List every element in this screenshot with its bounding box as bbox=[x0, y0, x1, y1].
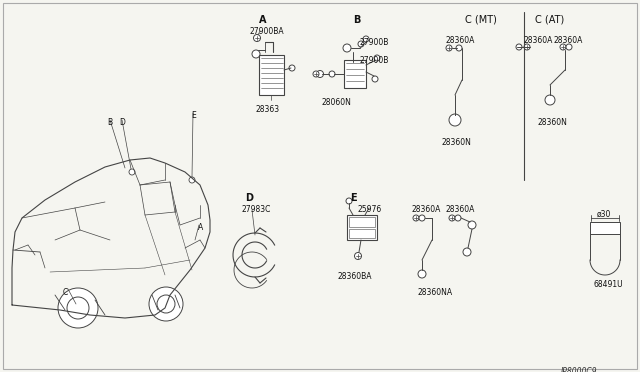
Text: JP8000C9: JP8000C9 bbox=[560, 367, 596, 372]
Text: 28360N: 28360N bbox=[537, 118, 567, 127]
Circle shape bbox=[189, 177, 195, 183]
Circle shape bbox=[252, 50, 260, 58]
Circle shape bbox=[157, 295, 175, 313]
Text: 68491U: 68491U bbox=[593, 280, 623, 289]
Text: 25976: 25976 bbox=[357, 205, 381, 214]
Text: 27900B: 27900B bbox=[360, 56, 389, 65]
Circle shape bbox=[317, 71, 323, 77]
Text: A: A bbox=[198, 223, 204, 232]
Circle shape bbox=[289, 65, 295, 71]
Circle shape bbox=[253, 35, 260, 42]
Bar bbox=[349, 217, 375, 227]
Text: 27900BA: 27900BA bbox=[250, 27, 285, 36]
Circle shape bbox=[524, 44, 530, 50]
Text: 28363: 28363 bbox=[255, 105, 279, 114]
Bar bbox=[347, 215, 377, 240]
Circle shape bbox=[374, 55, 380, 61]
Text: C (AT): C (AT) bbox=[535, 15, 564, 25]
Text: 28360BA: 28360BA bbox=[337, 272, 371, 281]
Circle shape bbox=[363, 36, 369, 42]
Circle shape bbox=[456, 45, 462, 51]
Circle shape bbox=[516, 44, 522, 50]
Text: 28360A: 28360A bbox=[523, 36, 552, 45]
Text: C: C bbox=[63, 288, 68, 297]
Text: C (MT): C (MT) bbox=[465, 15, 497, 25]
Circle shape bbox=[58, 288, 98, 328]
Circle shape bbox=[355, 253, 362, 260]
Circle shape bbox=[449, 215, 455, 221]
Text: A: A bbox=[259, 15, 267, 25]
Circle shape bbox=[545, 95, 555, 105]
Bar bbox=[259, 55, 284, 95]
Circle shape bbox=[455, 215, 461, 221]
Text: D: D bbox=[245, 193, 253, 203]
Text: 28360N: 28360N bbox=[442, 138, 472, 147]
Text: 28360A: 28360A bbox=[412, 205, 442, 214]
Bar bbox=[590, 222, 620, 234]
Circle shape bbox=[372, 76, 378, 82]
Circle shape bbox=[129, 169, 135, 175]
Text: 28360A: 28360A bbox=[445, 36, 474, 45]
Circle shape bbox=[566, 44, 572, 50]
Text: B: B bbox=[353, 15, 361, 25]
Text: 27983C: 27983C bbox=[242, 205, 271, 214]
Text: 27900B: 27900B bbox=[360, 38, 389, 47]
Text: B: B bbox=[107, 118, 112, 127]
Text: D: D bbox=[119, 118, 125, 127]
Circle shape bbox=[468, 221, 476, 229]
Bar bbox=[344, 60, 366, 88]
Circle shape bbox=[446, 45, 452, 51]
Circle shape bbox=[449, 114, 461, 126]
Circle shape bbox=[358, 41, 364, 47]
Text: E: E bbox=[350, 193, 356, 203]
Text: 28360A: 28360A bbox=[553, 36, 582, 45]
Circle shape bbox=[67, 297, 89, 319]
Circle shape bbox=[313, 71, 319, 77]
Circle shape bbox=[346, 198, 352, 204]
Circle shape bbox=[419, 215, 425, 221]
Text: 28060N: 28060N bbox=[322, 98, 352, 107]
Circle shape bbox=[418, 270, 426, 278]
Text: 28360A: 28360A bbox=[445, 205, 474, 214]
Text: ø30: ø30 bbox=[597, 210, 611, 219]
Text: E: E bbox=[191, 111, 196, 120]
Circle shape bbox=[463, 248, 471, 256]
Circle shape bbox=[343, 44, 351, 52]
Text: 28360NA: 28360NA bbox=[418, 288, 453, 297]
Circle shape bbox=[149, 287, 183, 321]
Circle shape bbox=[413, 215, 419, 221]
Bar bbox=[349, 229, 375, 238]
Circle shape bbox=[560, 44, 566, 50]
Circle shape bbox=[329, 71, 335, 77]
